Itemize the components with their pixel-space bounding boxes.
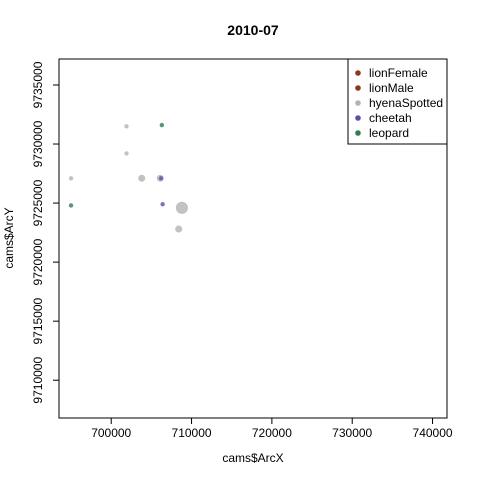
x-tick-label: 710000 [172, 426, 212, 440]
hyenaSpotted-point [175, 225, 183, 233]
legend-marker-cheetah [355, 115, 361, 121]
cheetah-point [160, 202, 165, 207]
y-tick-label: 9735000 [31, 61, 45, 108]
y-axis-label: cams$ArcY [2, 207, 16, 268]
legend-label-hyenaSpotted: hyenaSpotted [369, 96, 443, 110]
y-tick-label: 9710000 [31, 357, 45, 404]
legend-marker-lionFemale [355, 70, 361, 76]
legend-label-cheetah: cheetah [369, 111, 412, 125]
legend-marker-hyenaSpotted [355, 100, 361, 106]
x-axis-label: cams$ArcX [222, 451, 283, 465]
hyenaSpotted-point [68, 176, 74, 181]
legend-marker-lionMale [355, 85, 361, 91]
legend-marker-leopard [355, 130, 361, 136]
hyenaSpotted-point [124, 124, 129, 129]
leopard-point [68, 203, 74, 208]
y-tick-label: 9720000 [31, 238, 45, 285]
legend-label-lionFemale: lionFemale [369, 66, 428, 80]
x-tick-label: 730000 [332, 426, 372, 440]
chart-title: 2010-07 [227, 22, 279, 38]
y-tick-label: 9725000 [31, 179, 45, 226]
x-tick-label: 700000 [91, 426, 131, 440]
plot-area [58, 58, 448, 419]
legend-label-leopard: leopard [369, 126, 409, 140]
y-tick-label: 9730000 [31, 120, 45, 167]
y-axis: 9710000 9715000 9720000 9725000 9730000 97350… [31, 61, 59, 404]
x-tick-label: 720000 [252, 426, 292, 440]
data-points [68, 122, 189, 233]
hyenaSpotted-point [138, 174, 146, 182]
legend-box [347, 58, 448, 145]
x-axis: 700000 710000 720000 730000 740000 [91, 418, 453, 440]
legend: lionFemalelionMalehyenaSpottedcheetahleo… [347, 58, 448, 145]
legend-label-lionMale: lionMale [369, 81, 414, 95]
cheetah-point [158, 176, 164, 181]
x-tick-label: 740000 [413, 426, 453, 440]
hyenaSpotted-point [175, 201, 189, 214]
y-tick-label: 9715000 [31, 297, 45, 344]
leopard-point [159, 122, 165, 128]
hyenaSpotted-point [124, 151, 129, 156]
